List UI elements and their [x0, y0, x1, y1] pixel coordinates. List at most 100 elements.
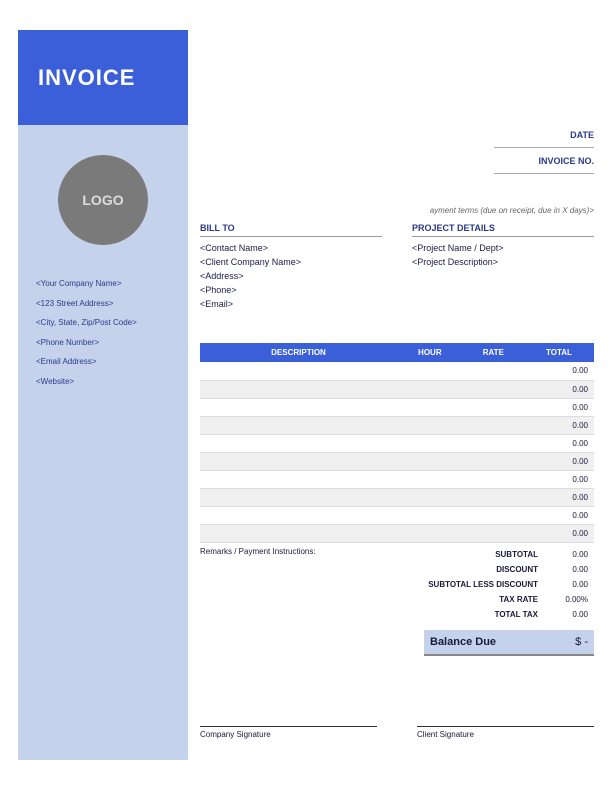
cell-hour: [397, 398, 463, 416]
cell-hour: [397, 470, 463, 488]
remarks-label: Remarks / Payment Instructions:: [200, 547, 392, 556]
project-section: PROJECT DETAILS <Project Name / Dept> <P…: [412, 223, 594, 313]
cell-desc: [200, 362, 397, 380]
sidebar: INVOICE LOGO <Your Company Name> <123 St…: [18, 30, 188, 760]
cell-rate: [463, 452, 524, 470]
cell-hour: [397, 434, 463, 452]
table-row: 0.00: [200, 452, 594, 470]
date-line: [494, 147, 594, 148]
cell-desc: [200, 416, 397, 434]
invoice-title: INVOICE: [38, 65, 135, 91]
company-signature: Company Signature: [200, 726, 377, 739]
logo-placeholder: LOGO: [58, 155, 148, 245]
signatures: Company Signature Client Signature: [200, 726, 594, 739]
cell-rate: [463, 488, 524, 506]
bill-company: <Client Company Name>: [200, 257, 382, 267]
table-row: 0.00: [200, 434, 594, 452]
cell-rate: [463, 524, 524, 542]
bill-to-section: BILL TO <Contact Name> <Client Company N…: [200, 223, 382, 313]
payment-terms: ayment terms (due on receipt, due in X d…: [200, 206, 594, 215]
cell-hour: [397, 524, 463, 542]
cell-desc: [200, 470, 397, 488]
total-tax-label: TOTAL TAX: [398, 610, 538, 619]
discount-value: 0.00: [538, 565, 588, 574]
col-hour: HOUR: [397, 343, 463, 362]
client-signature: Client Signature: [417, 726, 594, 739]
cell-hour: [397, 362, 463, 380]
bill-contact: <Contact Name>: [200, 243, 382, 253]
company-address: <123 Street Address>: [36, 295, 170, 313]
date-label: DATE: [570, 130, 594, 140]
cell-total: 0.00: [524, 452, 594, 470]
table-row: 0.00: [200, 362, 594, 380]
cell-hour: [397, 452, 463, 470]
cell-total: 0.00: [524, 380, 594, 398]
company-name: <Your Company Name>: [36, 275, 170, 293]
project-name: <Project Name / Dept>: [412, 243, 594, 253]
project-desc: <Project Description>: [412, 257, 594, 267]
company-website: <Website>: [36, 373, 170, 391]
cell-total: 0.00: [524, 398, 594, 416]
cell-total: 0.00: [524, 416, 594, 434]
total-tax-value: 0.00: [538, 610, 588, 619]
company-info: <Your Company Name> <123 Street Address>…: [18, 245, 188, 391]
items-table: DESCRIPTION HOUR RATE TOTAL 0.000.000.00…: [200, 343, 594, 543]
table-row: 0.00: [200, 380, 594, 398]
table-row: 0.00: [200, 488, 594, 506]
cell-hour: [397, 506, 463, 524]
cell-hour: [397, 380, 463, 398]
subtotal-less-label: SUBTOTAL LESS DISCOUNT: [398, 580, 538, 589]
cell-desc: [200, 506, 397, 524]
cell-rate: [463, 506, 524, 524]
cell-rate: [463, 434, 524, 452]
cell-total: 0.00: [524, 470, 594, 488]
cell-total: 0.00: [524, 524, 594, 542]
table-row: 0.00: [200, 506, 594, 524]
cell-total: 0.00: [524, 434, 594, 452]
subtotal-label: SUBTOTAL: [398, 550, 538, 559]
cell-desc: [200, 380, 397, 398]
info-sections: BILL TO <Contact Name> <Client Company N…: [200, 223, 594, 313]
cell-total: 0.00: [524, 506, 594, 524]
content-area: DATE INVOICE NO. ayment terms (due on re…: [200, 30, 594, 739]
cell-rate: [463, 380, 524, 398]
cell-rate: [463, 416, 524, 434]
cell-rate: [463, 470, 524, 488]
invoice-meta: DATE INVOICE NO.: [200, 130, 594, 176]
cell-hour: [397, 488, 463, 506]
bill-phone: <Phone>: [200, 285, 382, 295]
cell-desc: [200, 524, 397, 542]
cell-desc: [200, 488, 397, 506]
cell-rate: [463, 362, 524, 380]
invoice-no-label: INVOICE NO.: [538, 156, 594, 166]
cell-total: 0.00: [524, 488, 594, 506]
tax-rate-value: 0.00%: [538, 595, 588, 604]
bill-to-title: BILL TO: [200, 223, 382, 237]
balance-label: Balance Due: [430, 636, 575, 648]
table-row: 0.00: [200, 524, 594, 542]
cell-desc: [200, 434, 397, 452]
table-row: 0.00: [200, 470, 594, 488]
cell-hour: [397, 416, 463, 434]
totals-block: SUBTOTAL0.00 DISCOUNT0.00 SUBTOTAL LESS …: [392, 547, 594, 622]
invoice-no-line: [494, 173, 594, 174]
balance-due: Balance Due $ -: [424, 630, 594, 656]
table-row: 0.00: [200, 416, 594, 434]
col-rate: RATE: [463, 343, 524, 362]
bill-address: <Address>: [200, 271, 382, 281]
subtotal-less-value: 0.00: [538, 580, 588, 589]
company-city: <City, State, Zip/Post Code>: [36, 314, 170, 332]
cell-desc: [200, 398, 397, 416]
cell-rate: [463, 398, 524, 416]
company-phone: <Phone Number>: [36, 334, 170, 352]
project-title: PROJECT DETAILS: [412, 223, 594, 237]
table-row: 0.00: [200, 398, 594, 416]
bill-email: <Email>: [200, 299, 382, 309]
col-desc: DESCRIPTION: [200, 343, 397, 362]
cell-desc: [200, 452, 397, 470]
subtotal-value: 0.00: [538, 550, 588, 559]
header-block: INVOICE: [18, 30, 188, 125]
tax-rate-label: TAX RATE: [398, 595, 538, 604]
company-email: <Email Address>: [36, 353, 170, 371]
discount-label: DISCOUNT: [398, 565, 538, 574]
